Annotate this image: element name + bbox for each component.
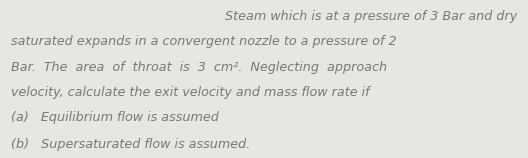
Text: (b)   Supersaturated flow is assumed.: (b) Supersaturated flow is assumed.	[11, 138, 250, 151]
Text: saturated expands in a convergent nozzle to a pressure of 2: saturated expands in a convergent nozzle…	[11, 35, 396, 48]
Text: (a)   Equilibrium flow is assumed: (a) Equilibrium flow is assumed	[11, 111, 219, 124]
Text: velocity, calculate the exit velocity and mass flow rate if: velocity, calculate the exit velocity an…	[11, 86, 369, 99]
Text: Bar.  The  area  of  throat  is  3  cm².  Neglecting  approach: Bar. The area of throat is 3 cm². Neglec…	[11, 61, 386, 74]
Text: Steam which is at a pressure of 3 Bar and dry: Steam which is at a pressure of 3 Bar an…	[225, 10, 517, 23]
